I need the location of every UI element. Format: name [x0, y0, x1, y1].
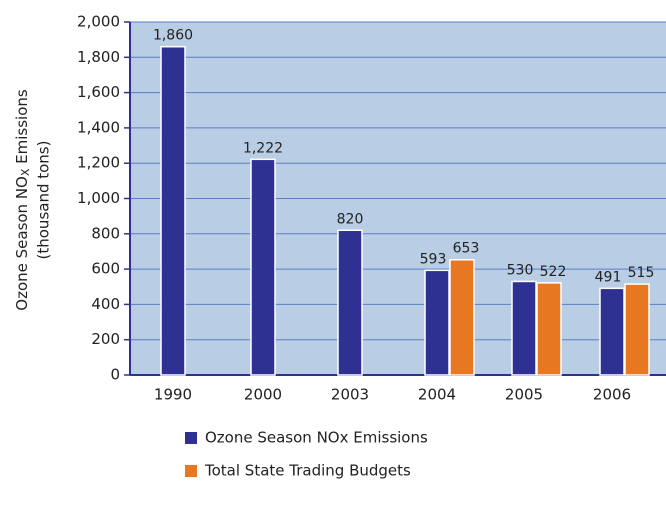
y-axis-label-sub: X — [19, 168, 32, 176]
legend-label: Ozone Season NOx Emissions — [205, 429, 428, 447]
x-tick-label: 1990 — [154, 386, 192, 404]
value-label: 820 — [337, 211, 364, 227]
y-tick-label: 600 — [91, 260, 120, 278]
y-tick-label: 1,800 — [77, 48, 120, 66]
y-tick-label: 1,200 — [77, 154, 120, 172]
bar — [337, 229, 363, 376]
bar — [160, 45, 186, 376]
y-axis-label-suffix: Emissions — [13, 89, 31, 169]
y-tick-label: 2,000 — [77, 13, 120, 31]
value-label: 653 — [453, 241, 480, 257]
y-tick-label: 400 — [91, 295, 120, 313]
bar — [424, 269, 450, 376]
legend-swatch — [185, 432, 197, 444]
value-label: 515 — [628, 265, 655, 281]
y-tick-label: 200 — [91, 330, 120, 348]
bar — [624, 283, 650, 376]
y-tick-label: 1,000 — [77, 189, 120, 207]
y-tick-label: 1,600 — [77, 83, 120, 101]
bar — [536, 282, 562, 376]
y-tick-label: 0 — [110, 366, 120, 384]
y-tick-label: 1,400 — [77, 118, 120, 136]
legend-swatch — [185, 465, 197, 477]
x-tick-label: 2005 — [505, 386, 543, 404]
value-label: 1,222 — [243, 140, 283, 156]
bar — [449, 258, 475, 376]
y-tick-label: 800 — [91, 224, 120, 242]
y-axis-label-text: Ozone Season NO — [13, 176, 31, 311]
x-tick-label: 2000 — [244, 386, 282, 404]
y-axis-unit: (thousand tons) — [35, 141, 53, 260]
legend-label: Total State Trading Budgets — [204, 462, 411, 480]
bar — [599, 287, 625, 376]
value-label: 491 — [595, 269, 622, 285]
value-label: 1,860 — [153, 28, 193, 44]
value-label: 593 — [420, 251, 447, 267]
value-label: 522 — [540, 264, 567, 280]
x-tick-label: 2003 — [331, 386, 369, 404]
x-tick-label: 2004 — [418, 386, 456, 404]
y-axis-label: Ozone Season NOX Emissions — [13, 89, 33, 311]
bar — [250, 158, 276, 376]
x-tick-label: 2006 — [593, 386, 631, 404]
value-label: 530 — [507, 262, 534, 278]
bar — [511, 280, 537, 376]
